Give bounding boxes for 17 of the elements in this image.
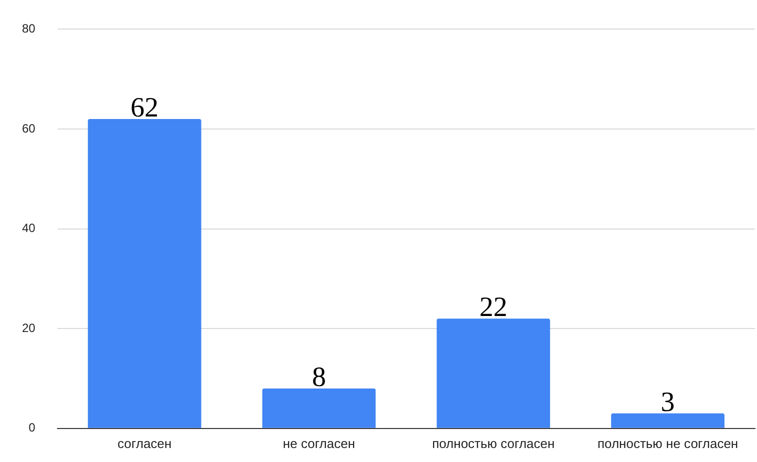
x-tick-label: согласен [118, 436, 172, 451]
bar [88, 119, 202, 428]
bar [611, 413, 724, 428]
data-label: 3 [660, 386, 675, 418]
data-label: 62 [130, 92, 159, 124]
x-tick-label: полностью согласен [432, 436, 555, 451]
y-tick-label: 60 [22, 121, 36, 136]
bar [436, 318, 550, 428]
y-tick-label: 20 [22, 320, 36, 335]
y-tick-label: 80 [22, 22, 36, 36]
y-tick-label: 0 [28, 420, 36, 435]
data-label: 8 [312, 362, 326, 393]
x-tick-label: полностью не согласен [597, 436, 738, 451]
y-tick-label: 40 [22, 221, 36, 236]
x-tick-label: не согласен [282, 436, 356, 451]
data-label: 22 [479, 292, 508, 323]
bar [262, 388, 376, 428]
